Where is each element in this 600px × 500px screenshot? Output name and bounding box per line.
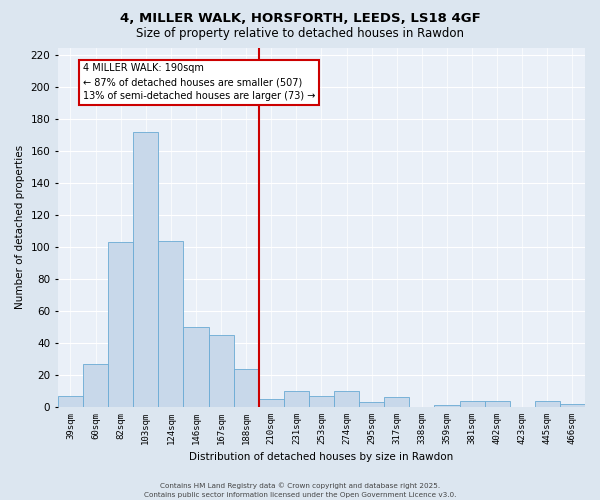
Bar bbox=[460, 400, 485, 407]
Text: Contains HM Land Registry data © Crown copyright and database right 2025.: Contains HM Land Registry data © Crown c… bbox=[160, 482, 440, 489]
Bar bbox=[284, 391, 309, 407]
Bar bbox=[58, 396, 83, 407]
Bar bbox=[233, 368, 259, 407]
Bar bbox=[309, 396, 334, 407]
Bar bbox=[384, 398, 409, 407]
Bar bbox=[485, 400, 510, 407]
Bar bbox=[158, 241, 184, 407]
Bar bbox=[209, 335, 233, 407]
Bar bbox=[535, 400, 560, 407]
Text: 4 MILLER WALK: 190sqm
← 87% of detached houses are smaller (507)
13% of semi-det: 4 MILLER WALK: 190sqm ← 87% of detached … bbox=[83, 64, 316, 102]
Bar bbox=[133, 132, 158, 407]
Bar bbox=[259, 399, 284, 407]
Bar bbox=[108, 242, 133, 407]
X-axis label: Distribution of detached houses by size in Rawdon: Distribution of detached houses by size … bbox=[190, 452, 454, 462]
Bar bbox=[334, 391, 359, 407]
Y-axis label: Number of detached properties: Number of detached properties bbox=[15, 145, 25, 310]
Bar bbox=[434, 406, 460, 407]
Bar bbox=[83, 364, 108, 407]
Bar bbox=[359, 402, 384, 407]
Bar bbox=[560, 404, 585, 407]
Text: Size of property relative to detached houses in Rawdon: Size of property relative to detached ho… bbox=[136, 28, 464, 40]
Text: 4, MILLER WALK, HORSFORTH, LEEDS, LS18 4GF: 4, MILLER WALK, HORSFORTH, LEEDS, LS18 4… bbox=[119, 12, 481, 26]
Text: Contains public sector information licensed under the Open Government Licence v3: Contains public sector information licen… bbox=[144, 492, 456, 498]
Bar bbox=[184, 327, 209, 407]
